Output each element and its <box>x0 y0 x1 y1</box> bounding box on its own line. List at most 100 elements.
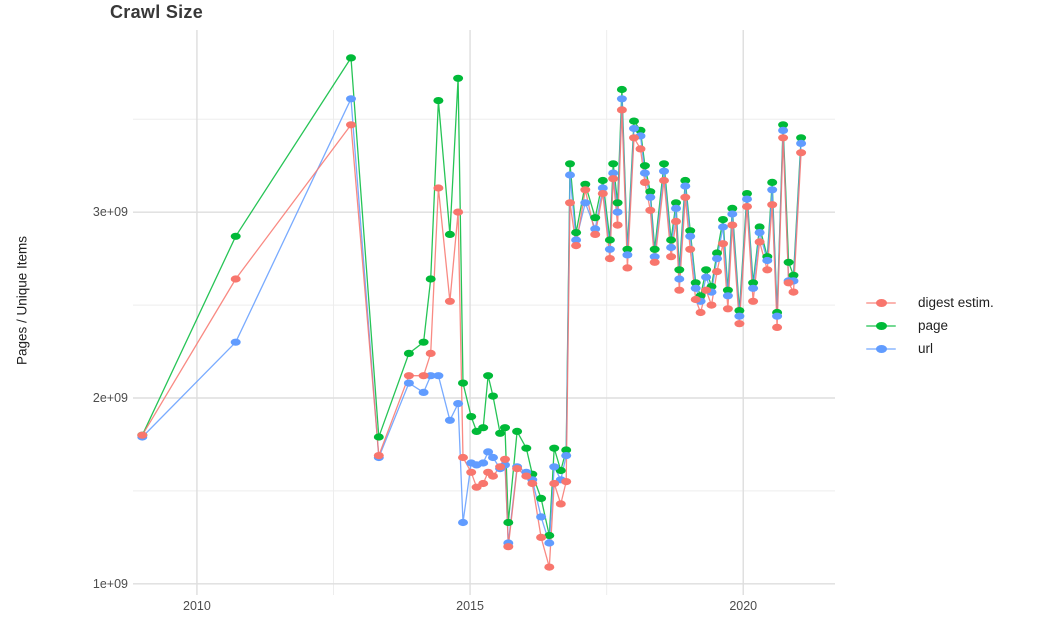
data-point-digest-estim- <box>478 479 489 488</box>
data-point-digest-estim- <box>727 221 738 229</box>
legend-label: url <box>918 341 934 356</box>
data-point-digest-estim- <box>536 533 547 542</box>
legend-key <box>866 296 896 310</box>
data-point-url <box>458 518 468 527</box>
data-point-url <box>659 167 669 175</box>
data-point-url <box>767 186 778 194</box>
data-point-url <box>671 204 681 212</box>
data-point-page <box>608 160 619 168</box>
data-point-url <box>727 210 738 218</box>
data-point-digest-estim- <box>373 452 384 460</box>
data-point-url <box>597 184 608 192</box>
data-point-digest-estim- <box>754 238 765 246</box>
data-point-url <box>712 255 722 263</box>
data-point-digest-estim- <box>495 463 506 471</box>
data-point-digest-estim- <box>734 320 745 328</box>
data-point-page <box>571 229 582 237</box>
data-point-digest-estim- <box>635 145 646 153</box>
data-point-digest-estim- <box>671 217 681 225</box>
data-point-page <box>230 232 241 240</box>
data-point-digest-estim- <box>690 295 701 304</box>
data-point-url <box>580 199 591 207</box>
data-point-digest-estim- <box>466 468 477 476</box>
data-point-digest-estim- <box>565 199 575 207</box>
data-point-digest-estim- <box>612 221 623 229</box>
legend-item: url <box>866 337 994 360</box>
data-point-url <box>608 169 619 177</box>
data-point-page <box>478 424 489 432</box>
data-point-digest-estim- <box>629 134 639 142</box>
data-point-digest-estim- <box>616 106 627 114</box>
data-point-digest-estim- <box>767 201 778 209</box>
data-point-url <box>796 139 807 147</box>
data-point-digest-estim- <box>527 479 538 488</box>
data-point-page <box>783 258 794 266</box>
data-point-page <box>767 178 778 186</box>
series-line-url <box>141 98 802 544</box>
data-point-url <box>483 448 494 456</box>
data-point-digest-estim- <box>512 465 523 473</box>
data-point-url <box>680 182 691 190</box>
data-point-digest-estim- <box>521 472 532 480</box>
data-point-digest-estim- <box>580 186 591 194</box>
x-tick-label: 2015 <box>456 599 484 613</box>
data-point-page <box>639 162 650 170</box>
data-point-url <box>645 193 656 201</box>
data-point-url <box>346 95 356 103</box>
data-point-page <box>685 227 696 235</box>
data-point-page <box>727 204 738 212</box>
data-point-page <box>444 230 455 238</box>
data-point-page <box>536 494 547 502</box>
data-point-page <box>666 236 677 244</box>
data-point-url <box>748 284 759 292</box>
data-point-url <box>674 275 685 283</box>
data-point-page <box>788 271 799 279</box>
data-point-page <box>425 275 436 283</box>
data-point-page <box>561 446 572 454</box>
data-point-page <box>495 429 506 437</box>
data-point-page <box>346 54 356 62</box>
data-point-digest-estim- <box>488 472 498 480</box>
data-point-digest-estim- <box>604 255 615 263</box>
data-point-page <box>565 160 575 168</box>
data-point-digest-estim- <box>458 453 468 462</box>
data-point-page <box>453 74 464 82</box>
data-point-digest-estim- <box>544 563 555 571</box>
data-point-digest-estim- <box>453 208 464 216</box>
y-tick-label: 3e+09 <box>92 205 128 220</box>
data-point-page <box>690 279 701 287</box>
data-point-page <box>796 134 807 142</box>
data-point-url <box>772 312 783 320</box>
data-point-digest-estim- <box>680 193 691 201</box>
data-point-url <box>778 126 789 134</box>
data-point-url <box>561 452 572 460</box>
data-point-page <box>418 338 429 346</box>
data-point-digest-estim- <box>685 245 696 253</box>
x-tick-label: 2020 <box>729 599 758 613</box>
data-point-url <box>722 292 733 300</box>
data-point-url <box>616 95 627 103</box>
y-tick-label: 2e+09 <box>92 390 128 405</box>
data-point-url <box>230 338 241 346</box>
data-point-url <box>425 372 436 380</box>
data-point-digest-estim- <box>666 253 677 261</box>
data-point-page <box>629 117 639 125</box>
data-point-digest-estim- <box>549 479 560 488</box>
data-point-digest-estim- <box>608 175 619 183</box>
data-point-digest-estim- <box>645 206 656 214</box>
y-tick-label: 1e+09 <box>92 576 128 591</box>
data-point-digest-estim- <box>788 288 799 296</box>
data-point-url <box>762 256 773 265</box>
data-point-url <box>690 284 701 292</box>
data-point-digest-estim- <box>503 543 514 551</box>
legend-key-dot <box>876 344 887 353</box>
data-point-digest-estim- <box>659 176 669 185</box>
data-point-page <box>778 121 789 129</box>
data-point-page <box>718 216 728 224</box>
data-point-digest-estim- <box>571 242 582 250</box>
data-point-digest-estim- <box>762 266 773 274</box>
data-point-digest-estim- <box>712 268 722 276</box>
data-point-url <box>612 208 623 216</box>
